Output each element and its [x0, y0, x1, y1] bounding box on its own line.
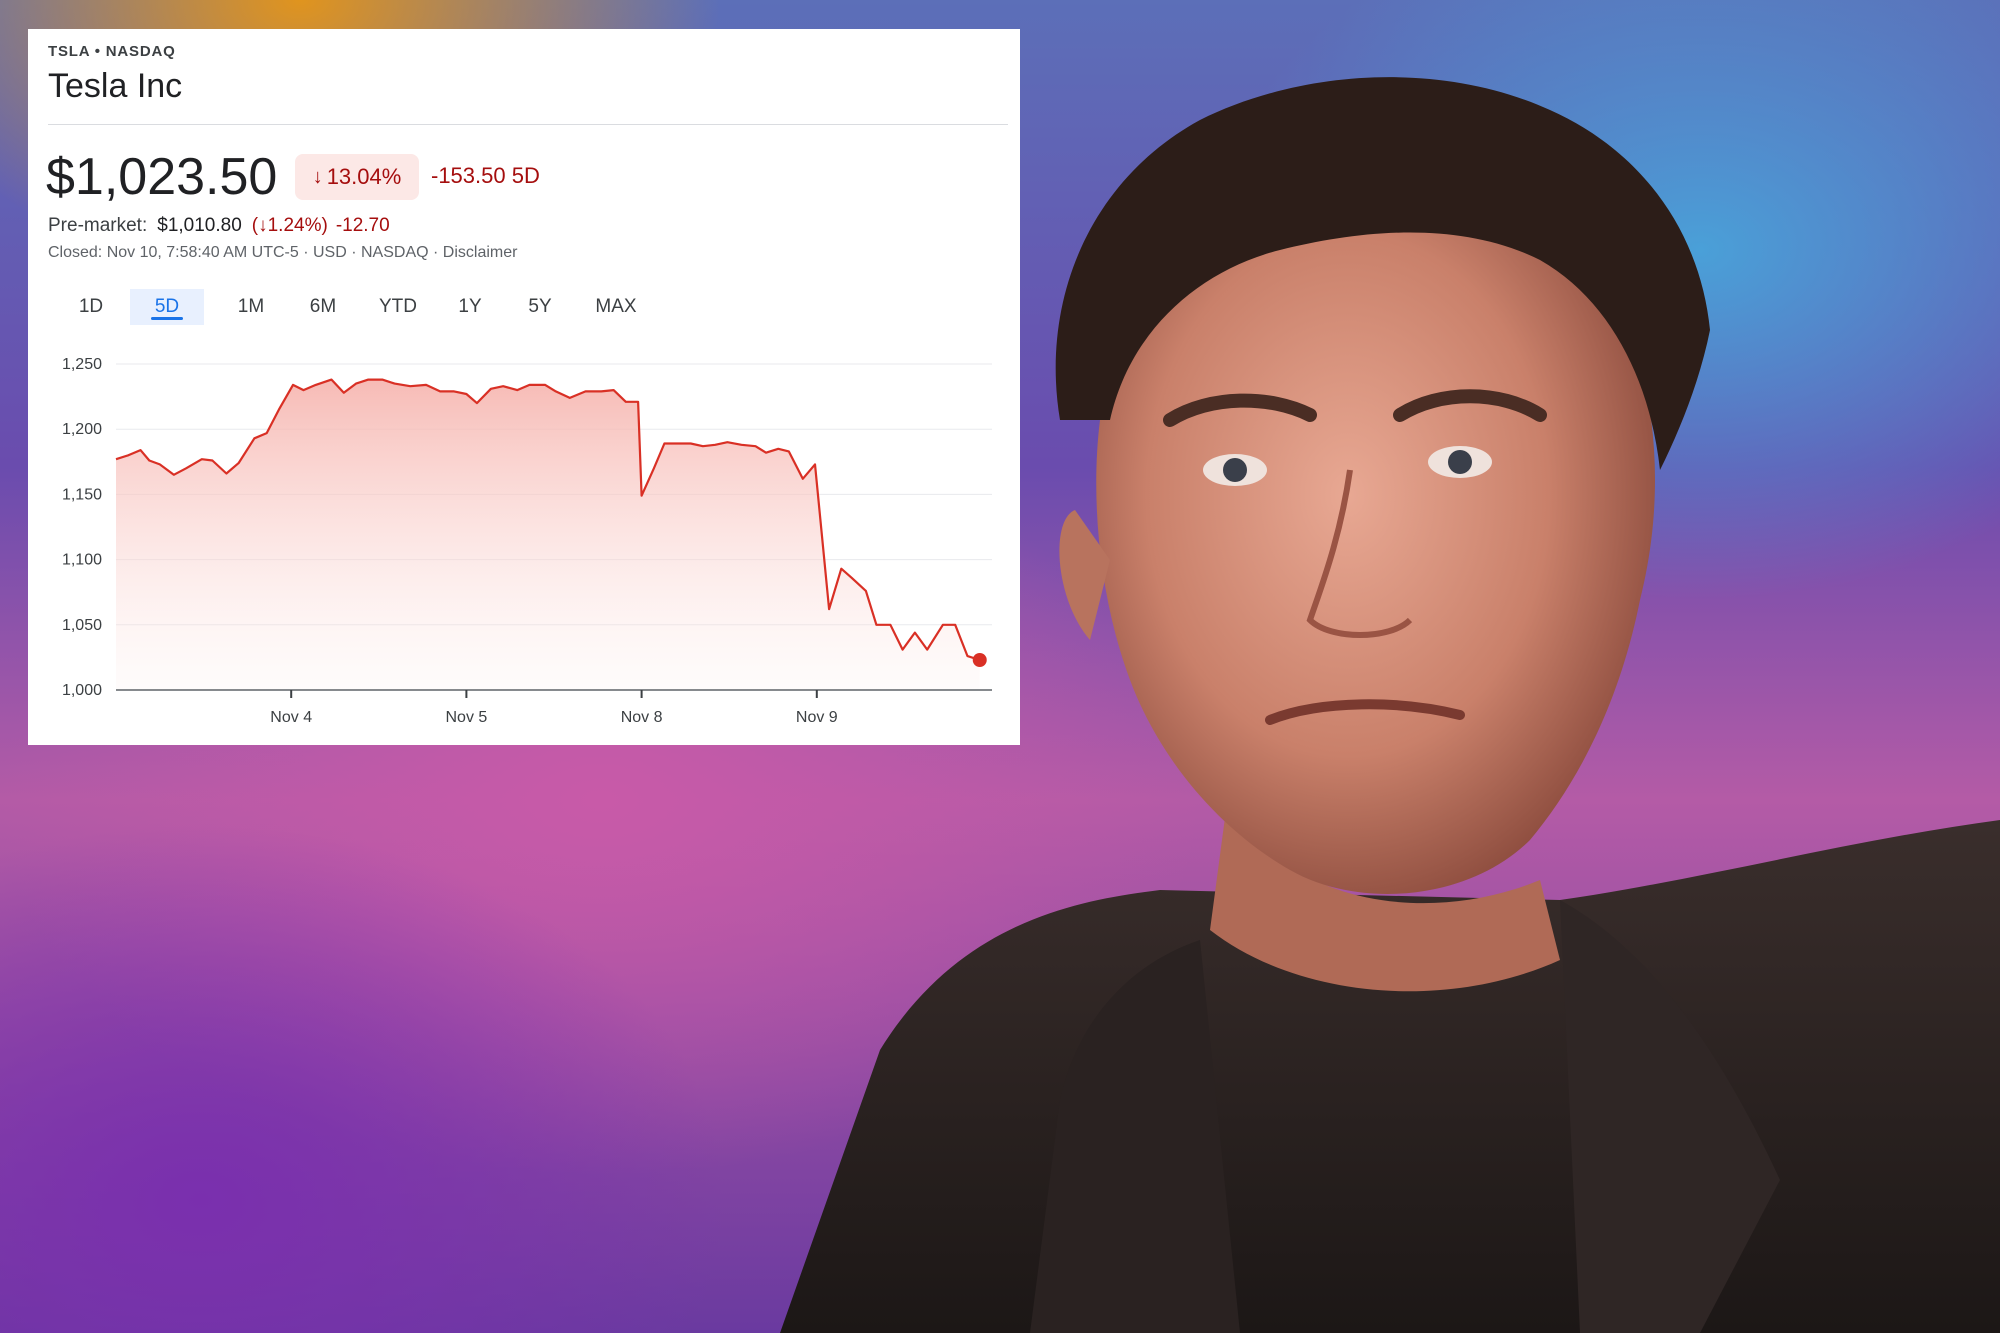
company-name[interactable]: Tesla Inc [48, 67, 183, 105]
y-axis-ticks: 1,000 1,050 1,100 1,150 1,200 1,250 [62, 356, 102, 699]
current-price-dot [972, 653, 987, 668]
tab-max[interactable]: MAX [595, 296, 637, 317]
premarket-percent: (↓1.24%) [251, 215, 328, 236]
x-tick-label: Nov 4 [270, 709, 312, 726]
face-shape [1096, 168, 1655, 895]
eyebrow-left [1163, 393, 1317, 427]
change-percent: 13.04% [326, 164, 402, 189]
eyebrow-right [1393, 389, 1547, 422]
header-divider [48, 124, 1008, 125]
current-price: $1,023.50 [46, 148, 278, 206]
tab-1m[interactable]: 1M [237, 296, 265, 317]
premarket-absolute: -12.70 [335, 215, 390, 236]
tab-1y[interactable]: 1Y [458, 296, 482, 317]
nose-shape [1306, 469, 1413, 638]
ear-shape [1059, 510, 1110, 640]
premarket-label: Pre-market: [48, 215, 148, 236]
y-tick-label: 1,050 [62, 617, 102, 634]
premarket-price: $1,010.80 [157, 215, 242, 236]
change-absolute: -153.50 5D [431, 163, 540, 188]
y-tick-label: 1,100 [62, 552, 102, 569]
x-tick-label: Nov 5 [446, 709, 488, 726]
x-tick-label: Nov 8 [621, 709, 663, 726]
y-tick-label: 1,250 [62, 356, 102, 373]
x-tick-label: Nov 9 [796, 709, 838, 726]
change-percent-badge: ↓ 13.04% [295, 154, 419, 200]
ticker-label: TSLA • NASDAQ [48, 43, 176, 60]
neck-shape [1210, 780, 1560, 992]
y-tick-label: 1,000 [62, 682, 102, 699]
tab-5d[interactable]: 5D [130, 289, 204, 325]
jacket-shape [780, 820, 2000, 1333]
tab-1d[interactable]: 1D [78, 296, 104, 317]
price-area-fill [116, 379, 980, 690]
y-tick-label: 1,200 [62, 421, 102, 438]
price-line [115, 378, 981, 662]
tab-5y[interactable]: 5Y [528, 296, 552, 317]
range-tabs: 1D 5D 1M 6M YTD 1Y 5Y MAX [66, 289, 644, 325]
hair-shape [1055, 77, 1710, 471]
x-axis-ticks: Nov 4 Nov 5 Nov 8 Nov 9 [270, 690, 838, 726]
tab-ytd[interactable]: YTD [379, 296, 417, 317]
down-arrow-icon: ↓ [312, 165, 323, 188]
y-tick-label: 1,150 [62, 486, 102, 503]
tab-6m[interactable]: 6M [309, 296, 337, 317]
collar-left [1030, 940, 1240, 1333]
market-status[interactable]: Closed: Nov 10, 7:58:40 AM UTC-5 · USD ·… [48, 244, 518, 261]
premarket-row: Pre-market: $1,010.80 (↓1.24%) -12.70 [48, 215, 390, 237]
collar-right [1560, 900, 1780, 1333]
mouth-shape [1265, 699, 1465, 725]
stock-card: TSLA • NASDAQ Tesla Inc $1,023.50 ↓ 13.0… [28, 29, 1020, 745]
